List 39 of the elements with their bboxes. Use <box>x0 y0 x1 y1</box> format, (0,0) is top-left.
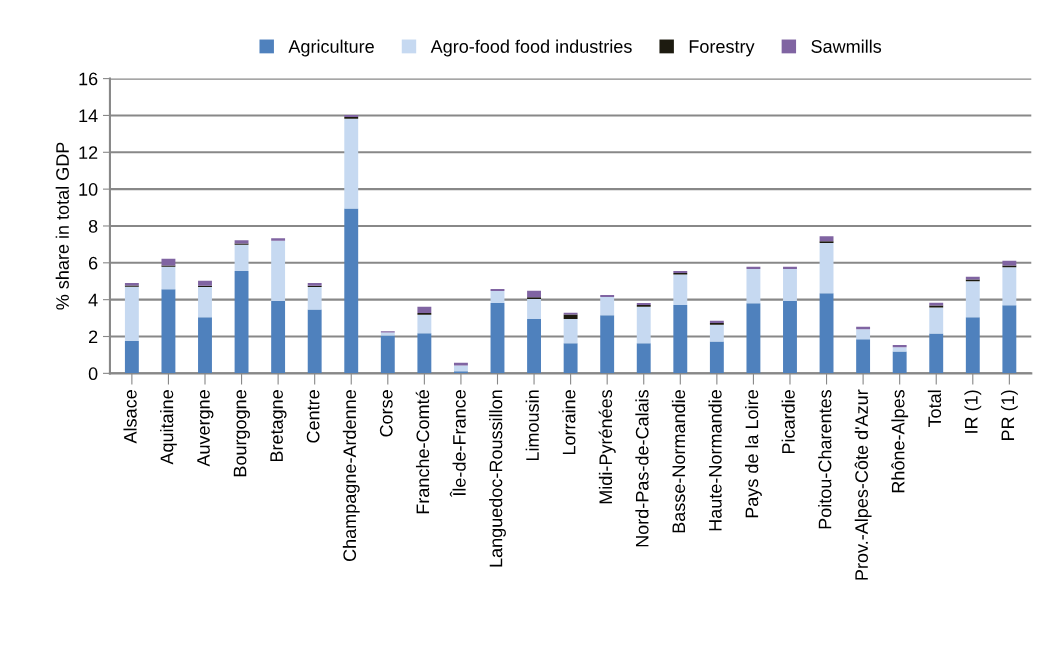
x-tick-label: Prov.-Alpes-Côte d'Azur <box>854 389 872 580</box>
x-tick-label: Bretagne <box>270 390 287 462</box>
y-axis-title: % share in total GDP <box>55 142 69 310</box>
x-tick-label: Lorraine <box>562 390 576 455</box>
x-tick-label: Rhône-Alpes <box>891 389 909 493</box>
x-tick-label: Haute-Normandie <box>708 390 722 531</box>
x-tick-label: Aquitaine <box>160 390 177 465</box>
x-tick-label: Poitou-Charentes <box>818 389 832 529</box>
x-tick-label: IR (1) <box>964 390 982 433</box>
x-tick-label: Languedoc-Roussillon <box>489 390 506 567</box>
y-tick-label: 0 <box>88 367 98 381</box>
x-tick-label: Total <box>927 390 942 428</box>
x-tick-label: Île-de-France <box>449 390 466 498</box>
x-tick-label: Franche-Comté <box>415 390 430 514</box>
x-tick-label: Alsace <box>123 390 137 444</box>
x-tick-label: Corse <box>379 390 393 437</box>
y-tick-label: 16 <box>79 72 98 86</box>
y-tick-label: 8 <box>88 219 98 233</box>
x-tick-label: Pays de la Loire <box>745 390 762 518</box>
x-tick-label: Basse-Normandie <box>671 390 686 533</box>
legend-label: Agriculture <box>288 39 374 57</box>
x-tick-label: PR (1) <box>1000 390 1018 440</box>
legend-label: Forestry <box>689 40 755 57</box>
x-tick-label: Nord-Pas-de-Calais <box>635 389 649 547</box>
y-tick-label: 6 <box>89 256 98 270</box>
y-tick-label: 2 <box>89 330 98 344</box>
x-tick-label: Midi-Pyrénées <box>598 389 616 504</box>
x-tick-label: Auvergne <box>197 390 214 467</box>
x-tick-label: Centre <box>306 390 320 443</box>
y-tick-label: 12 <box>79 146 98 159</box>
legend-label: Sawmills <box>811 39 882 53</box>
y-tick-label: 4 <box>88 293 98 307</box>
x-tick-label: Limousin <box>525 390 539 461</box>
legend-label: Agro-food food industries <box>430 39 632 57</box>
y-tick-label: 14 <box>79 109 98 122</box>
x-tick-label: Bourgogne <box>233 390 250 477</box>
y-tick-label: 10 <box>79 183 98 196</box>
x-tick-label: Champagne-Ardenne <box>342 390 360 562</box>
x-tick-label: Picardie <box>781 390 795 454</box>
